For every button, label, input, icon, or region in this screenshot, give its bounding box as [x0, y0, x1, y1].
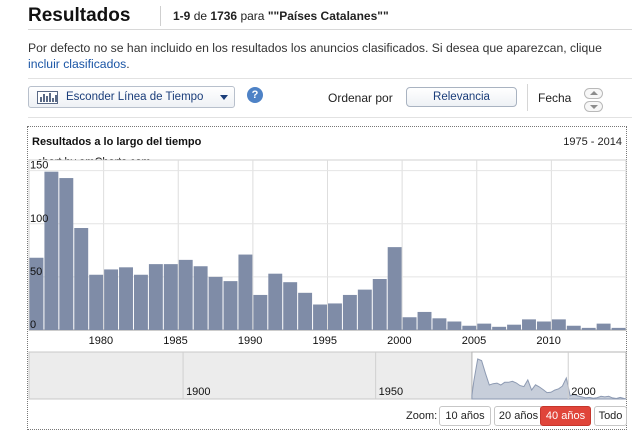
bar-chart-icon [37, 91, 58, 104]
hide-timeline-button[interactable]: Esconder Línea de Tiempo [28, 86, 235, 108]
chart-credit: chart by amCharts.com [37, 156, 151, 168]
search-query: ""Países Catalanes"" [267, 9, 389, 23]
results-total: 1736 [210, 9, 238, 23]
page-title: Resultados [28, 5, 131, 26]
sort-date-ascending-icon[interactable] [584, 88, 603, 99]
sort-date-descending-icon[interactable] [584, 101, 603, 112]
header-divider [160, 6, 161, 26]
timeline-title: Resultados a lo largo del tiempo [32, 136, 202, 148]
sort-relevance-button[interactable]: Relevancia [406, 87, 517, 107]
results-range: 1-9 [173, 9, 191, 23]
notice-text: Por defecto no se han incluido en los re… [28, 41, 602, 55]
results-count: 1-9 de 1736 para ""Países Catalanes"" [173, 9, 389, 23]
zoom-10-years-button[interactable]: 10 años [439, 406, 491, 426]
sort-divider [527, 84, 528, 111]
include-classifieds-link[interactable]: incluir clasificados [28, 57, 127, 71]
of-word: de [193, 9, 208, 23]
hide-timeline-label: Esconder Línea de Tiempo [66, 91, 204, 103]
results-header: Resultados 1-9 de 1736 para ""Países Cat… [28, 0, 632, 30]
timeline-panel: Resultados a lo largo del tiempo 1975 - … [27, 126, 627, 430]
zoom-40-years-button[interactable]: 40 años [540, 406, 591, 426]
dropdown-arrow-icon [220, 95, 228, 100]
classifieds-notice: Por defecto no se han incluido en los re… [28, 40, 618, 72]
help-icon[interactable]: ? [247, 87, 263, 103]
order-by-label: Ordenar por [328, 91, 393, 105]
controls-bottom-divider [28, 117, 632, 118]
controls-top-divider [28, 78, 632, 79]
timeline-range: 1975 - 2014 [563, 136, 622, 148]
zoom-all-button[interactable]: Todo [594, 406, 627, 426]
for-word: para [240, 9, 265, 23]
sort-date-label: Fecha [538, 91, 572, 105]
notice-end: . [126, 57, 130, 71]
zoom-20-years-button[interactable]: 20 años [494, 406, 543, 426]
zoom-label: Zoom: [406, 410, 438, 422]
